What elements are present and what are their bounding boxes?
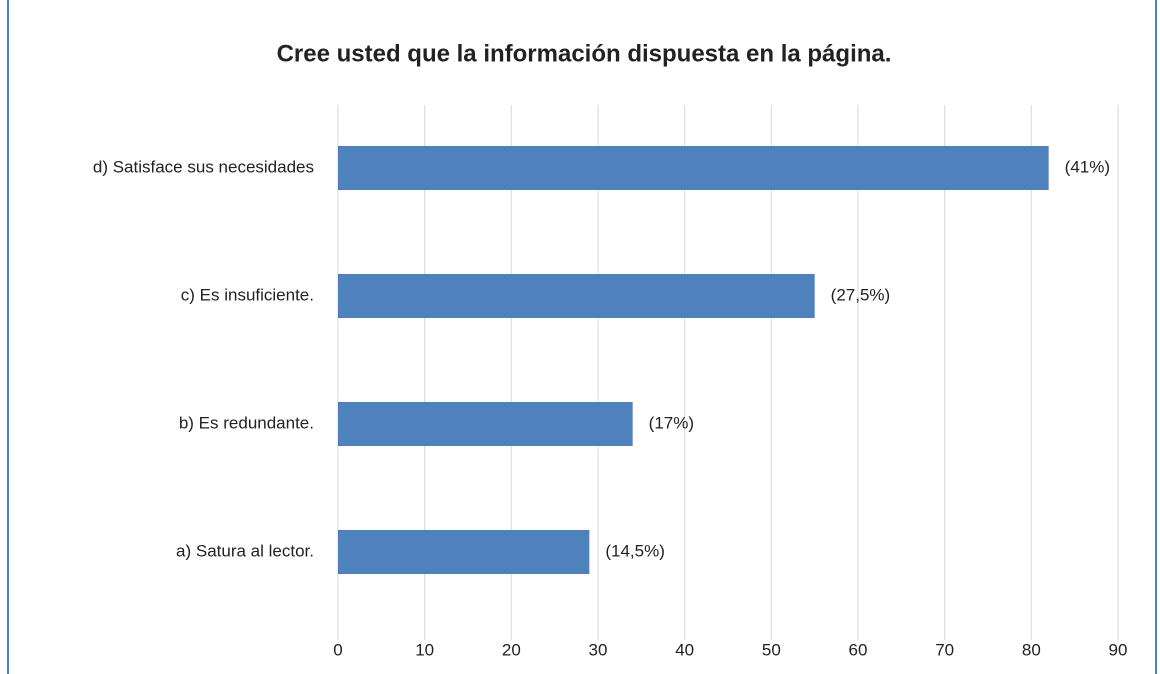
x-tick-label: 60 bbox=[849, 640, 868, 659]
x-tick-label: 20 bbox=[502, 640, 521, 659]
x-tick-label: 40 bbox=[675, 640, 694, 659]
y-tick-label: a) Satura al lector. bbox=[176, 541, 314, 560]
y-tick-label: b) Es redundante. bbox=[179, 413, 314, 432]
x-tick-label: 80 bbox=[1022, 640, 1041, 659]
x-tick-label: 90 bbox=[1109, 640, 1128, 659]
y-tick-label: d) Satisface sus necesidades bbox=[93, 157, 314, 176]
data-label: (17%) bbox=[649, 413, 694, 432]
x-tick-label: 70 bbox=[935, 640, 954, 659]
data-label: (41%) bbox=[1065, 157, 1110, 176]
bar bbox=[338, 146, 1049, 190]
x-tick-label: 30 bbox=[589, 640, 608, 659]
x-tick-label: 50 bbox=[762, 640, 781, 659]
x-tick-label: 10 bbox=[415, 640, 434, 659]
bar bbox=[338, 402, 633, 446]
data-label: (27,5%) bbox=[831, 285, 891, 304]
bar bbox=[338, 530, 590, 574]
bar bbox=[338, 274, 815, 318]
y-tick-label: c) Es insuficiente. bbox=[181, 285, 314, 304]
data-label: (14,5%) bbox=[605, 541, 665, 560]
x-tick-label: 0 bbox=[333, 640, 342, 659]
chart-title: Cree usted que la información dispuesta … bbox=[277, 40, 892, 67]
